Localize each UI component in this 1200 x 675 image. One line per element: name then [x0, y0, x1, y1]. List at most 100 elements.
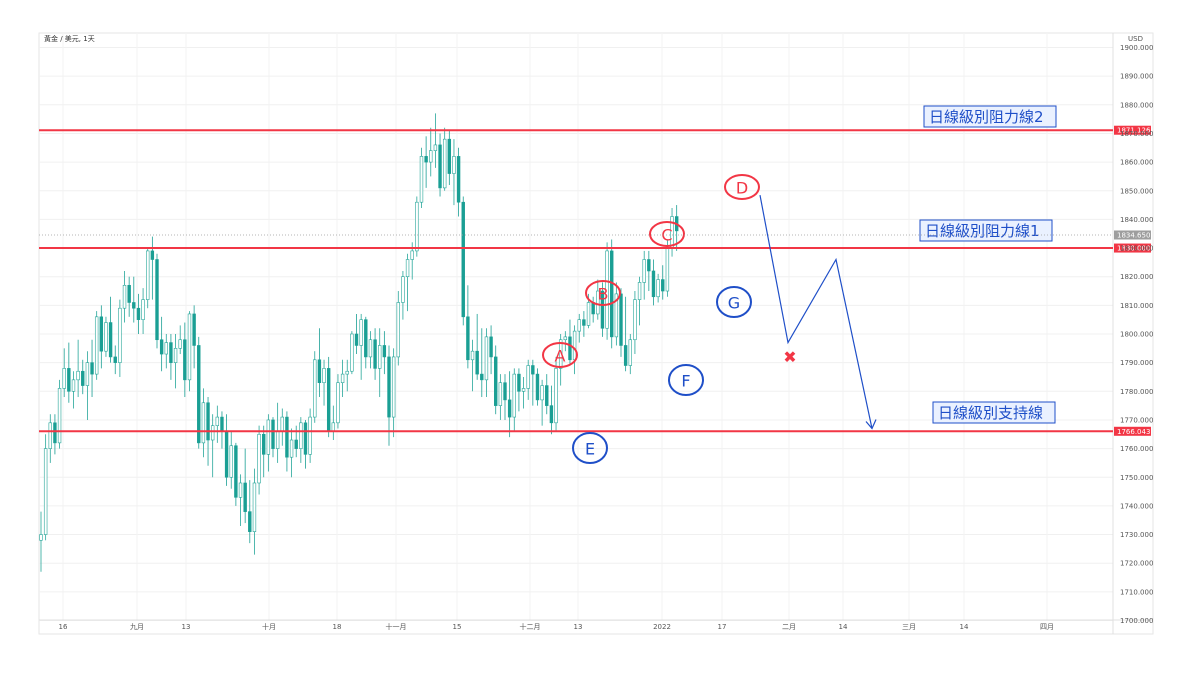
- candle-body: [526, 365, 530, 389]
- candle-body: [262, 433, 266, 455]
- candle-body: [266, 419, 271, 455]
- candle-body: [503, 382, 507, 401]
- level-label-box: [923, 105, 1057, 128]
- candle-body: [558, 339, 563, 369]
- candle-body: [57, 388, 62, 444]
- x-tick-label: 二月: [782, 623, 796, 631]
- y-tick-label: 1880.000: [1120, 101, 1153, 109]
- x-tick-label: 16: [59, 623, 68, 631]
- candle-body: [540, 385, 544, 401]
- candle-body: [85, 362, 90, 386]
- candle-body: [238, 482, 243, 498]
- candle-body: [438, 144, 442, 189]
- candle-body: [350, 333, 354, 372]
- candle-body: [303, 422, 308, 455]
- candle-body: [521, 388, 526, 392]
- level-tag: 1766.043: [1117, 428, 1150, 436]
- x-tick-label: 十一月: [386, 622, 407, 631]
- candle-body: [275, 431, 280, 449]
- candle-body: [633, 299, 637, 341]
- candle-body: [433, 144, 438, 151]
- candle-body: [164, 342, 168, 355]
- candle-body: [122, 284, 127, 309]
- point-marker-label: G: [728, 294, 740, 313]
- candle-body: [141, 299, 145, 320]
- candle-body: [531, 365, 535, 375]
- candle-body: [651, 270, 656, 298]
- candle-body: [549, 405, 554, 424]
- level-label: 日線級別支持線: [938, 404, 1043, 422]
- y-tick-label: 1850.000: [1120, 187, 1153, 195]
- candle-body: [99, 316, 104, 352]
- candle-body: [178, 339, 182, 349]
- point-marker-ellipse: [649, 221, 685, 247]
- candle-body: [159, 339, 164, 355]
- y-tick-label: 1830.000: [1120, 245, 1153, 253]
- candle-body: [146, 250, 150, 300]
- candle-body: [410, 250, 414, 260]
- candle-body: [466, 316, 470, 361]
- candle-body: [489, 336, 493, 358]
- candle-body: [113, 356, 117, 363]
- candle-body: [452, 156, 456, 174]
- y-tick-label: 1820.000: [1120, 273, 1153, 281]
- candle-body: [368, 339, 373, 358]
- x-tick-label: 14: [960, 623, 969, 631]
- x-axis: 16 九月 13 十月 18 十一月 15 十二月 13 2022 17 二月 14 三月 14 四月: [59, 622, 1054, 631]
- candle-body: [308, 416, 312, 455]
- point-marker-ellipse: [572, 432, 608, 464]
- candle-body: [586, 302, 591, 326]
- candle-body: [340, 373, 345, 384]
- point-marker-label: B: [598, 285, 609, 304]
- candle-body: [405, 259, 410, 278]
- x-tick-label: 十月: [262, 622, 276, 631]
- candle-body: [354, 333, 359, 346]
- level-tag-bg: [1114, 125, 1151, 135]
- candle-body: [373, 339, 377, 369]
- candle-body: [623, 345, 628, 366]
- candle-body: [429, 150, 433, 163]
- candle-body: [494, 356, 498, 406]
- candle-body: [192, 313, 196, 346]
- candle-body: [108, 322, 113, 358]
- candle-body: [81, 370, 85, 386]
- point-marker-ellipse: [724, 174, 760, 200]
- candle-body: [197, 345, 201, 444]
- candle-body: [424, 156, 428, 163]
- y-tick-label: 1710.000: [1120, 588, 1153, 596]
- candle-body: [535, 373, 540, 401]
- y-tick-label: 1870.000: [1120, 130, 1153, 138]
- y-tick-label: 1730.000: [1120, 531, 1153, 539]
- levels: 1871.126 日線級別阻力線2 1830.000 日線級別阻力線1 1766.043…: [39, 105, 1151, 436]
- y-tick-label: 1760.000: [1120, 445, 1153, 453]
- candle-body: [183, 339, 187, 381]
- candle-body: [229, 445, 233, 478]
- level-label: 日線級別阻力線2: [929, 108, 1044, 126]
- candle-body: [43, 448, 48, 535]
- candle-body: [665, 247, 670, 292]
- candle-body: [610, 250, 614, 338]
- candle-body: [90, 362, 94, 375]
- candle-body: [71, 379, 76, 392]
- candle-body: [76, 370, 80, 381]
- level-tag: 1871.126: [1117, 127, 1151, 135]
- y-tick-label: 1900.000: [1120, 44, 1153, 52]
- x-tick-label: 14: [839, 623, 848, 631]
- candle-body: [322, 368, 326, 384]
- y-tick-label: 1790.000: [1120, 359, 1153, 367]
- candle-body: [248, 511, 252, 532]
- candle-body: [345, 370, 349, 375]
- candle-body: [206, 402, 210, 441]
- candle-body: [48, 422, 52, 449]
- x-tick-label: 十二月: [520, 622, 541, 631]
- candle-body: [628, 339, 632, 366]
- x-tick-label: 18: [333, 623, 342, 631]
- candle-body: [475, 350, 479, 375]
- candle-body: [382, 345, 387, 358]
- candle-body: [62, 368, 66, 389]
- candle-body: [118, 307, 122, 363]
- x-tick-label: 15: [453, 623, 462, 631]
- invalid-marker-icon: ✖: [783, 348, 796, 367]
